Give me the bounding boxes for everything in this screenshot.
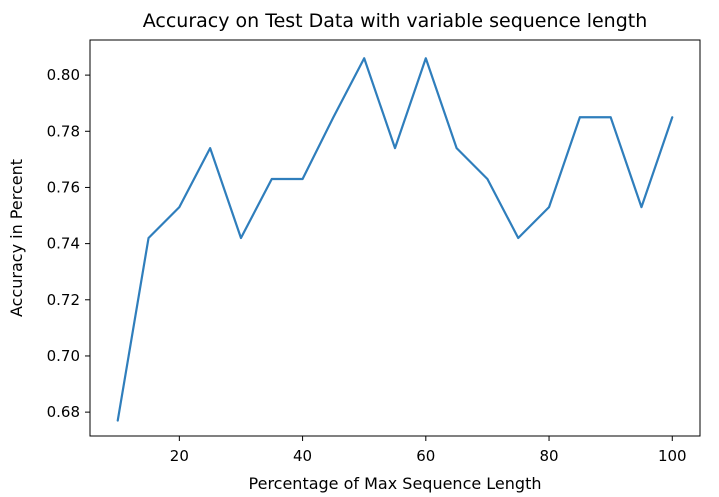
series-group [116, 57, 674, 422]
y-tick-label: 0.76 [47, 178, 80, 196]
y-tick-label: 0.70 [47, 347, 80, 365]
x-tick-label: 80 [539, 447, 558, 465]
x-tick-label: 20 [170, 447, 189, 465]
x-axis-label: Percentage of Max Sequence Length [249, 474, 542, 493]
plot-area-frame [89, 39, 701, 437]
y-tick-label: 0.80 [47, 66, 80, 84]
x-tick-label: 100 [658, 447, 687, 465]
chart-title: Accuracy on Test Data with variable sequ… [143, 10, 648, 32]
y-tick-label: 0.74 [47, 235, 80, 253]
x-tick-label: 40 [293, 447, 312, 465]
y-tick-label: 0.78 [47, 122, 80, 140]
x-axis-ticks: 20 40 60 80 100 [170, 436, 687, 465]
y-tick-label: 0.72 [47, 291, 80, 309]
y-axis-label: Accuracy in Percent [7, 159, 26, 317]
accuracy-series-line [116, 57, 674, 422]
y-tick-label: 0.68 [47, 403, 80, 421]
x-tick-label: 60 [416, 447, 435, 465]
y-axis-ticks: 0.68 0.70 0.72 0.74 0.76 0.78 0.80 [47, 66, 90, 421]
